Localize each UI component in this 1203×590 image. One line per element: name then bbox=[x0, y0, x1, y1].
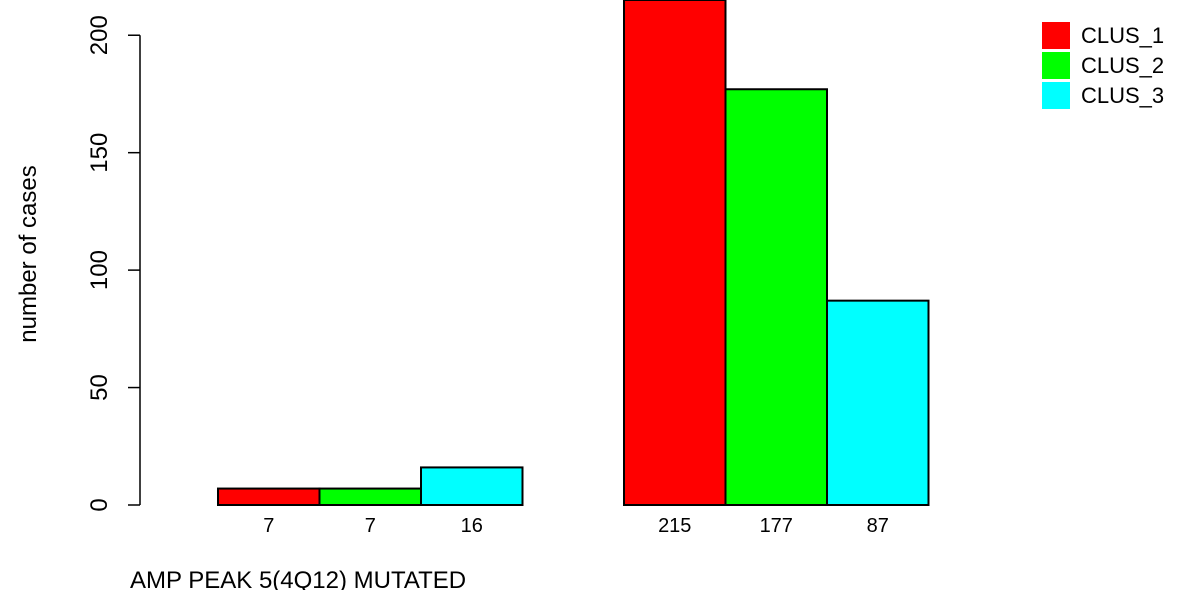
group-labels: AMP PEAK 5(4Q12) MUTATED bbox=[130, 567, 466, 590]
bar-label-clus_2-group-1: 7 bbox=[365, 515, 376, 537]
bar-label-clus_3-group-1: 16 bbox=[461, 515, 483, 537]
y-axis: 0 50 100 150 200 bbox=[86, 15, 141, 512]
bar-label-clus_2-group-2: 177 bbox=[760, 515, 793, 537]
y-tick-label-0: 0 bbox=[86, 498, 113, 511]
legend-label-clus_2: CLUS_2 bbox=[1081, 53, 1164, 78]
bar-label-clus_1-group-1: 7 bbox=[263, 515, 274, 537]
y-tick-label-3: 150 bbox=[86, 133, 113, 173]
bar-clus_1-group-2 bbox=[623, 0, 727, 506]
y-tick-label-1: 50 bbox=[86, 374, 113, 401]
bar-clus_1-group-1 bbox=[217, 487, 321, 506]
bars bbox=[217, 0, 930, 507]
bar-label-clus_3-group-2: 87 bbox=[867, 515, 889, 537]
legend-swatch-clus_1 bbox=[1042, 22, 1070, 49]
y-tick-label-2: 100 bbox=[86, 250, 113, 290]
bar-clus_3-group-1 bbox=[420, 466, 524, 507]
bar-clus_2-group-2 bbox=[724, 88, 828, 506]
bar-clus_2-group-1 bbox=[318, 487, 422, 506]
legend-label-clus_3: CLUS_3 bbox=[1081, 83, 1164, 108]
legend: CLUS_1 CLUS_2 CLUS_3 bbox=[1042, 22, 1164, 109]
y-axis-label: number of cases bbox=[15, 165, 42, 342]
group-label-1: AMP PEAK 5(4Q12) MUTATED bbox=[130, 567, 466, 590]
legend-swatch-clus_3 bbox=[1042, 82, 1070, 109]
bar-value-labels: 7 7 16 215 177 87 bbox=[263, 515, 889, 537]
bar-label-clus_1-group-2: 215 bbox=[658, 515, 691, 537]
y-tick-label-4: 200 bbox=[86, 15, 113, 55]
legend-swatch-clus_2 bbox=[1042, 52, 1070, 79]
legend-label-clus_1: CLUS_1 bbox=[1081, 23, 1164, 48]
bar-clus_3-group-2 bbox=[826, 299, 930, 506]
